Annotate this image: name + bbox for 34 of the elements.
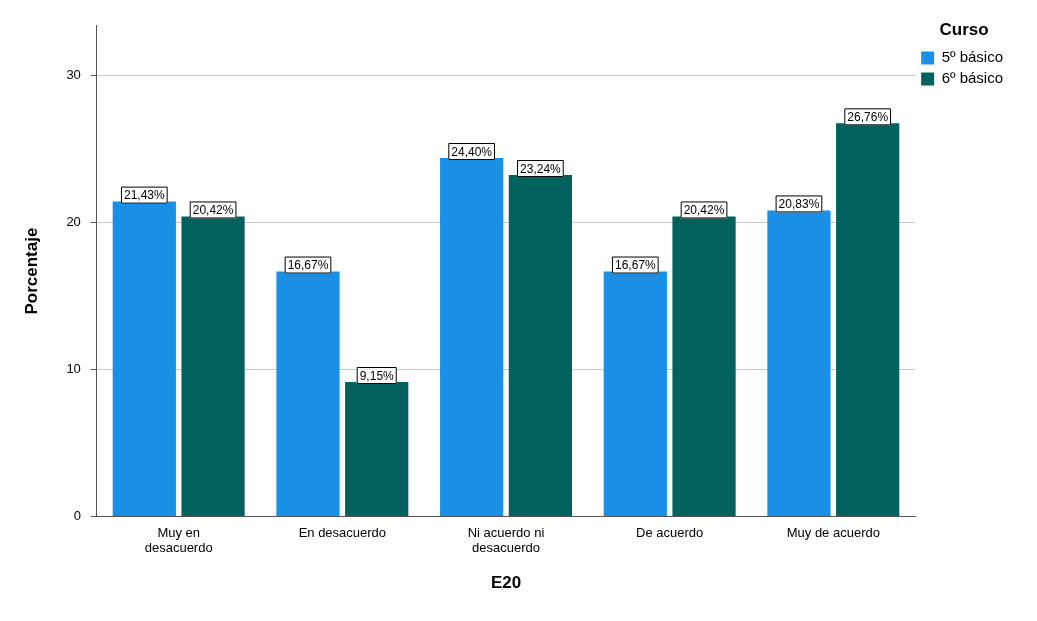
bar: [112, 201, 176, 516]
data-label: 20,83%: [778, 197, 820, 212]
bar: [767, 210, 831, 516]
data-label: 20,42%: [192, 203, 234, 218]
x-axis-title: E20: [490, 573, 522, 593]
x-tick-label: En desacuerdo: [298, 524, 387, 540]
x-tick-label: Muy de acuerdo: [786, 524, 880, 540]
bar: [276, 271, 340, 516]
legend-title: Curso: [939, 20, 989, 40]
data-label: 21,43%: [123, 188, 165, 203]
bar: [603, 271, 667, 516]
y-tick-label: 10: [66, 361, 81, 377]
y-axis-title: Porcentaje: [21, 227, 41, 315]
legend-label: 5º básico: [941, 48, 1004, 66]
y-tick-label: 30: [66, 67, 81, 83]
y-tick-label: 0: [73, 507, 81, 523]
data-label: 9,15%: [359, 368, 395, 383]
bar: [836, 123, 900, 516]
bar: [181, 216, 245, 516]
data-label: 20,42%: [683, 203, 725, 218]
x-tick-label: Muy en desacuerdo: [144, 524, 213, 556]
data-label: 16,67%: [287, 258, 329, 273]
x-tick-label: De acuerdo: [636, 524, 704, 540]
data-label: 23,24%: [520, 161, 562, 176]
data-label: 16,67%: [614, 258, 656, 273]
y-tick-label: 20: [66, 214, 81, 230]
legend-label: 6º básico: [941, 69, 1004, 87]
bar: [440, 158, 504, 516]
bar: [672, 216, 736, 516]
data-label: 24,40%: [451, 144, 493, 159]
bar: [345, 382, 409, 516]
data-label: 26,76%: [847, 110, 889, 125]
x-tick-label: Ni acuerdo ni desacuerdo: [467, 524, 545, 556]
bar: [508, 175, 572, 516]
